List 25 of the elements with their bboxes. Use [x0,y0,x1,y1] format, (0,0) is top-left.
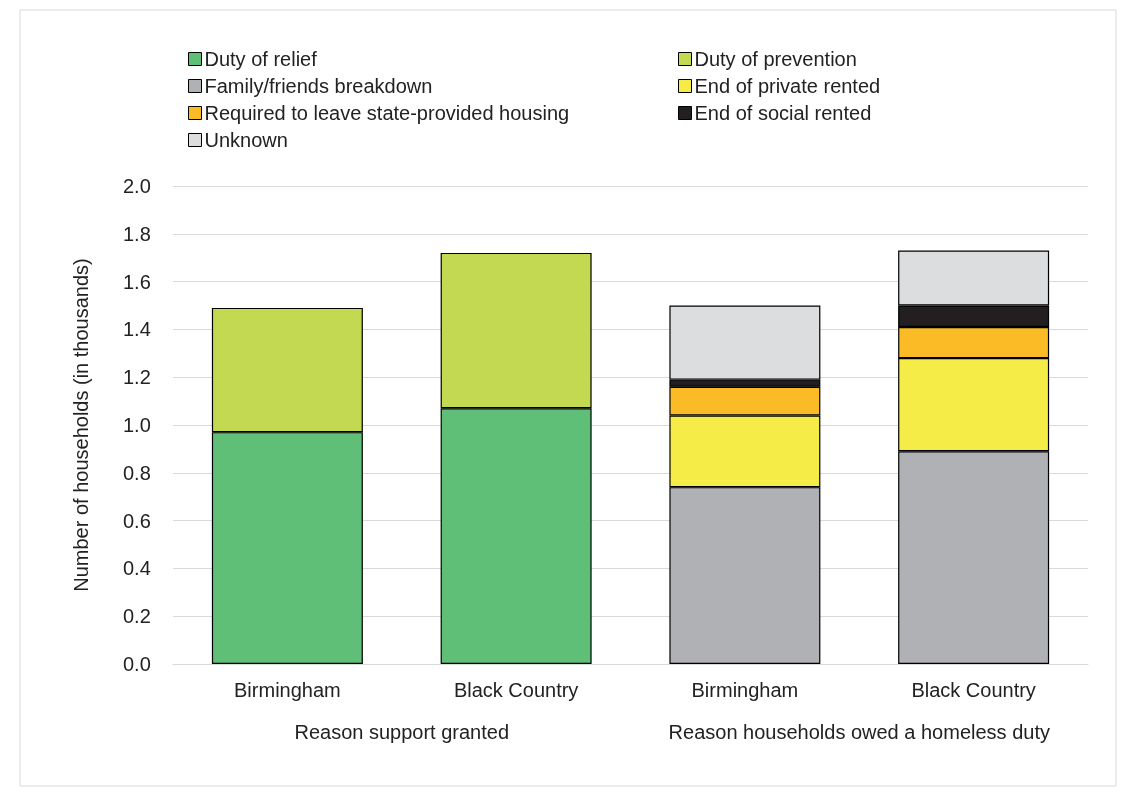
text: Reason households owed a homeless duty [668,721,1050,743]
x-tick-label: Birmingham [691,679,799,701]
y-tick-label: 1.0 [123,414,151,436]
y-tick-label: 0.4 [123,557,151,580]
legend-label: Duty of relief [204,48,318,70]
y-tick-label: 1.8 [123,222,151,245]
legend-label: End of private rented [694,75,881,97]
x-tick-label: Birmingham [234,679,341,701]
legend-label: Family/friends breakdown [204,75,433,97]
legend-label: Unknown [204,129,288,151]
y-tick-label: 0.2 [123,605,151,628]
y-tick-label: 0.0 [123,653,151,675]
legend-label: Duty of prevention [694,48,857,70]
y-tick-label: 0.6 [123,509,151,532]
y-tick-label: 1.2 [123,366,151,389]
y-tick-label: 2.0 [123,175,151,197]
y-tick-label: 0.8 [123,461,151,484]
text: Reason support granted [294,721,510,743]
y-tick-label: 1.4 [123,318,151,341]
legend-label: Required to leave state-provided housing [204,102,570,124]
x-tick-label: Black Country [911,679,1036,701]
x-tick-label: Black Country [453,679,579,701]
y-tick-label: 1.6 [123,270,151,293]
legend-label: End of social rented [694,102,872,124]
y-axis-title: Number of households (in thousands) [70,258,92,592]
